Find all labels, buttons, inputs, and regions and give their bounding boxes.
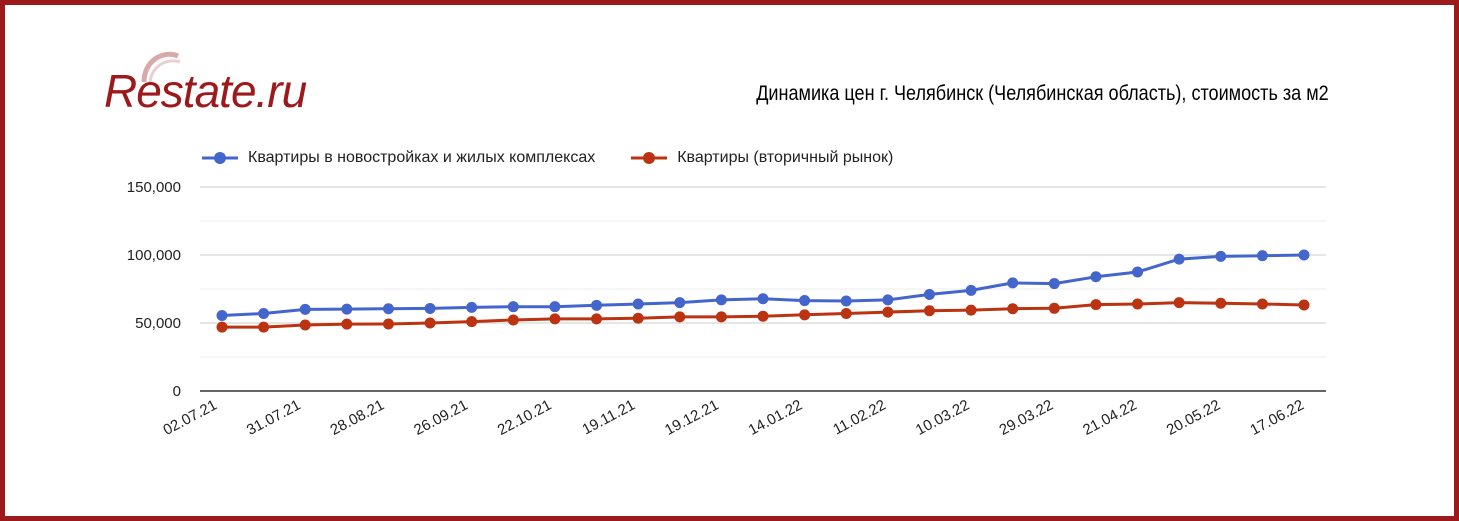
data-point-series-1: [424, 317, 436, 329]
logo-swirl-icon: [141, 51, 181, 83]
data-point-series-1: [591, 313, 603, 325]
x-tick-label: 11.02.22: [830, 397, 889, 439]
data-point-series-1: [258, 321, 270, 333]
data-point-series-1: [1048, 302, 1060, 314]
data-point-series-0: [466, 301, 478, 313]
chart-legend: Квартиры в новостройках и жилых комплекс…: [200, 146, 927, 170]
x-tick-label: 31.07.21: [244, 397, 304, 439]
data-point-series-1: [1090, 299, 1102, 311]
data-point-series-1: [632, 312, 644, 324]
legend-item-secondary[interactable]: Квартиры (вторичный рынок): [629, 149, 893, 167]
data-point-series-0: [1173, 253, 1185, 265]
data-point-series-0: [882, 294, 894, 306]
x-tick-label: 26.09.21: [411, 397, 471, 439]
data-point-series-1: [965, 304, 977, 316]
legend-marker-icon-new: [202, 152, 238, 164]
data-point-series-1: [507, 314, 519, 326]
data-point-series-1: [382, 318, 394, 330]
x-tick-label: 22.10.21: [495, 397, 555, 439]
x-tick-label: 19.11.21: [579, 397, 638, 439]
data-point-series-0: [591, 299, 603, 311]
data-point-series-0: [258, 307, 270, 319]
chart-title: Динамика цен г. Челябинск (Челябинская о…: [756, 82, 1329, 105]
data-point-series-0: [216, 310, 228, 322]
data-point-series-0: [674, 297, 686, 309]
data-point-series-1: [757, 310, 769, 322]
data-point-series-0: [1215, 250, 1227, 262]
data-point-series-1: [1256, 298, 1268, 310]
x-tick-label: 10.03.22: [913, 397, 973, 439]
data-point-series-0: [1007, 277, 1019, 289]
data-point-series-0: [382, 303, 394, 315]
data-point-series-1: [882, 306, 894, 318]
data-point-series-0: [1132, 266, 1144, 278]
data-point-series-1: [1007, 303, 1019, 315]
y-tick-label: 50,000: [135, 315, 181, 332]
data-point-series-1: [840, 307, 852, 319]
data-point-series-0: [1048, 278, 1060, 290]
y-tick-label: 150,000: [127, 179, 181, 196]
data-point-series-1: [1173, 297, 1185, 309]
x-tick-label: 20.05.22: [1164, 397, 1224, 439]
data-point-series-0: [799, 295, 811, 307]
x-tick-label: 17.06.22: [1247, 397, 1307, 439]
x-tick-label: 21.04.22: [1080, 397, 1140, 439]
data-point-series-1: [1132, 298, 1144, 310]
x-tick-label: 02.07.21: [160, 397, 220, 439]
data-point-series-0: [1256, 250, 1268, 262]
data-point-series-1: [674, 311, 686, 323]
logo-text: Restate.ru: [104, 65, 307, 117]
legend-item-new-buildings[interactable]: Квартиры в новостройках и жилых комплекс…: [200, 149, 595, 167]
data-point-series-1: [466, 316, 478, 328]
x-tick-label: 29.03.22: [996, 397, 1056, 439]
data-point-series-0: [923, 288, 935, 300]
data-point-series-1: [715, 311, 727, 323]
x-tick-label: 19.12.21: [662, 397, 722, 439]
data-point-series-1: [216, 321, 228, 333]
x-tick-label: 14.01.22: [746, 397, 806, 439]
data-point-series-0: [549, 301, 561, 313]
data-point-series-0: [965, 284, 977, 296]
y-tick-label: 100,000: [127, 247, 181, 264]
data-point-series-1: [341, 318, 353, 330]
x-tick-label: 28.08.21: [328, 397, 388, 439]
legend-label-secondary: Квартиры (вторичный рынок): [677, 149, 894, 166]
data-point-series-0: [1090, 271, 1102, 283]
y-tick-label: 0: [173, 383, 181, 400]
data-point-series-0: [840, 295, 852, 307]
data-point-series-0: [507, 301, 519, 313]
data-point-series-1: [549, 313, 561, 325]
data-point-series-0: [424, 302, 436, 314]
data-point-series-1: [1215, 297, 1227, 309]
data-point-series-1: [799, 309, 811, 321]
restate-logo[interactable]: Restate.ru: [104, 48, 344, 118]
data-point-series-0: [299, 303, 311, 315]
legend-label-new: Квартиры в новостройках и жилых комплекс…: [248, 149, 596, 166]
data-point-series-0: [341, 303, 353, 315]
data-point-series-1: [299, 319, 311, 331]
data-point-series-1: [923, 305, 935, 317]
data-point-series-0: [632, 298, 644, 310]
legend-marker-icon-secondary: [631, 152, 668, 164]
data-point-series-0: [715, 294, 727, 306]
data-point-series-0: [757, 293, 769, 305]
data-point-series-1: [1298, 299, 1310, 311]
data-point-series-0: [1298, 249, 1310, 261]
